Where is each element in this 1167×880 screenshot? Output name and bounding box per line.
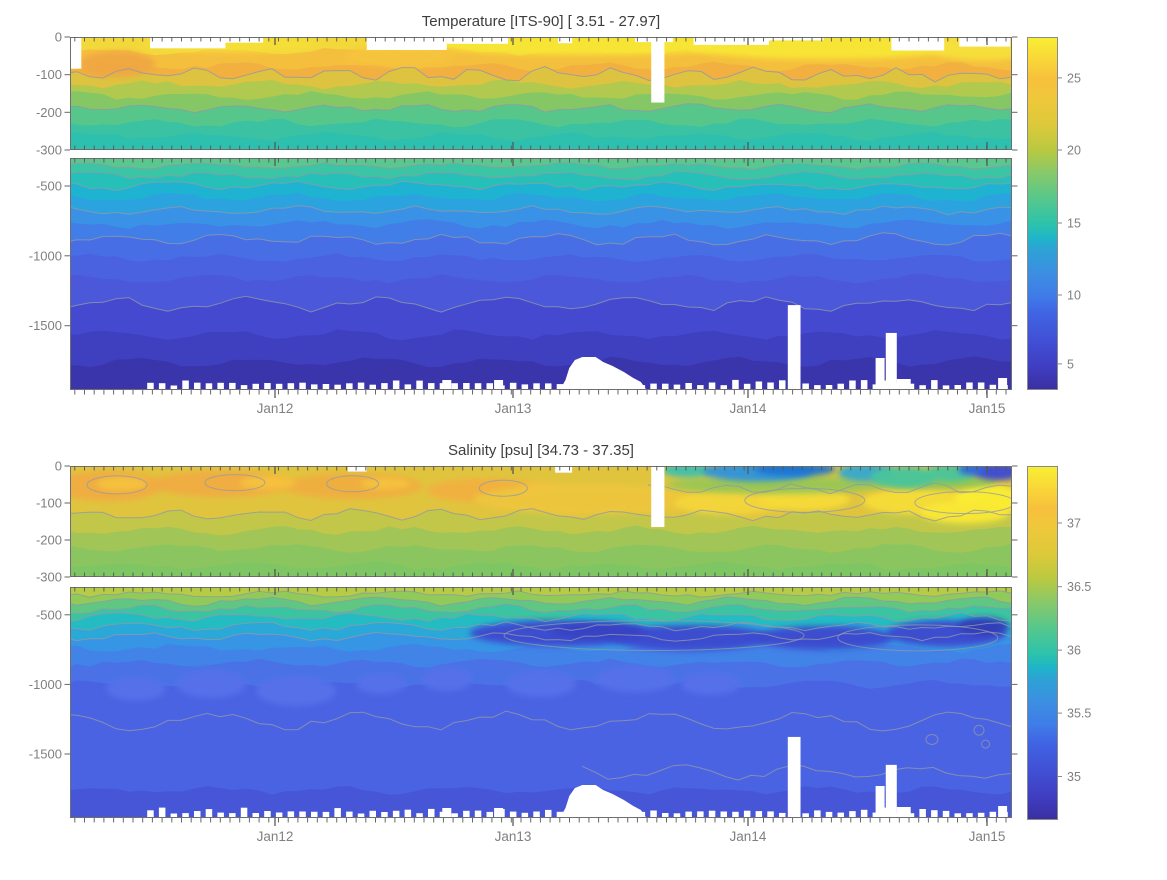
temperature-upper-panel-field bbox=[70, 37, 1012, 150]
minor-tick-row bbox=[74, 142, 1007, 150]
y-tick-label: -1500 bbox=[29, 746, 62, 761]
missing-data-gap bbox=[446, 37, 509, 44]
y-tick-label: -100 bbox=[36, 67, 62, 82]
minor-tick-row bbox=[74, 818, 1007, 826]
temperature-upper-panel bbox=[64, 36, 1018, 151]
missing-data-gap bbox=[651, 37, 665, 103]
minor-tick-row bbox=[74, 569, 1007, 577]
colorbar-tick-label: 25 bbox=[1067, 71, 1081, 85]
missing-data-gap bbox=[366, 37, 447, 50]
y-tick-row bbox=[64, 614, 1018, 755]
missing-data-gap bbox=[959, 37, 1011, 47]
salinity-plot-title: Salinity [psu] [34.73 - 37.35] bbox=[448, 442, 634, 459]
y-tick-label: -300 bbox=[36, 143, 62, 158]
y-tick-label: -100 bbox=[36, 495, 62, 510]
y-tick-label: 0 bbox=[55, 30, 62, 45]
x-tick-label: Jan13 bbox=[495, 829, 532, 844]
missing-data-gap bbox=[635, 37, 673, 43]
colorbar-tick-label: 35.5 bbox=[1067, 707, 1091, 721]
temperature-deep-panel-field bbox=[70, 158, 1012, 390]
y-tick-row bbox=[64, 465, 1018, 578]
salinity-upper-panel-field bbox=[70, 466, 1012, 577]
x-tick-label: Jan12 bbox=[257, 401, 294, 416]
missing-data-gap bbox=[693, 37, 769, 45]
missing-data-gap bbox=[885, 764, 897, 818]
missing-data-gap bbox=[347, 466, 367, 472]
minor-tick-row bbox=[74, 466, 1007, 474]
colorbar-tick-label: 15 bbox=[1067, 217, 1081, 231]
colorbar-tick-label: 36.5 bbox=[1067, 580, 1091, 594]
x-tick-label: Jan15 bbox=[969, 829, 1006, 844]
colorbar-tick-label: 5 bbox=[1067, 357, 1074, 371]
missing-data-gap bbox=[70, 37, 82, 69]
colorbar-tick-label: 10 bbox=[1067, 289, 1081, 303]
minor-tick-row bbox=[74, 158, 1007, 166]
minor-tick-row bbox=[74, 37, 1007, 45]
y-tick-label: -1000 bbox=[29, 677, 62, 692]
temperature-plot-title: Temperature [ITS-90] [ 3.51 - 27.97] bbox=[422, 13, 660, 30]
missing-data-gap bbox=[557, 37, 573, 44]
y-tick-label: -1500 bbox=[29, 318, 62, 333]
temperature-deep-panel bbox=[64, 158, 1018, 398]
minor-tick-row bbox=[74, 587, 1007, 595]
missing-data-gap bbox=[891, 37, 945, 51]
salinity-deep-panel bbox=[64, 587, 1018, 826]
x-tick-label: Jan13 bbox=[495, 401, 532, 416]
missing-data-gap bbox=[787, 305, 801, 390]
colorbar-tick-label: 20 bbox=[1067, 143, 1081, 157]
missing-data-gap bbox=[787, 736, 801, 818]
colorbar-tick-label: 36 bbox=[1067, 644, 1081, 658]
salinity-upper-panel bbox=[64, 465, 1018, 578]
missing-data-gap bbox=[555, 466, 573, 473]
y-tick-label: -300 bbox=[36, 570, 62, 585]
missing-data-gap bbox=[651, 466, 665, 528]
missing-data-gap bbox=[885, 332, 897, 390]
missing-data-gap bbox=[768, 37, 824, 41]
y-tick-label: -500 bbox=[36, 607, 62, 622]
y-tick-label: -500 bbox=[36, 178, 62, 193]
missing-data-gap bbox=[225, 37, 264, 43]
x-tick-label: Jan14 bbox=[730, 829, 767, 844]
x-tick-label: Jan14 bbox=[730, 401, 767, 416]
salinity-colorbar bbox=[1027, 466, 1058, 820]
colorbar-tick-label: 37 bbox=[1067, 516, 1081, 530]
missing-data-gap bbox=[559, 785, 647, 818]
x-tick-label: Jan12 bbox=[257, 829, 294, 844]
y-tick-row bbox=[64, 36, 1018, 151]
colorbar-tick-label: 35 bbox=[1067, 770, 1081, 784]
y-tick-label: -200 bbox=[36, 105, 62, 120]
y-tick-label: 0 bbox=[55, 459, 62, 474]
missing-data-gap bbox=[150, 37, 226, 49]
x-tick-label: Jan15 bbox=[969, 401, 1006, 416]
y-tick-row bbox=[64, 185, 1018, 327]
y-tick-label: -200 bbox=[36, 533, 62, 548]
y-tick-label: -1000 bbox=[29, 248, 62, 263]
temperature-colorbar bbox=[1027, 37, 1058, 390]
minor-tick-row bbox=[74, 390, 1007, 398]
salinity-deep-panel-field bbox=[70, 587, 1012, 818]
